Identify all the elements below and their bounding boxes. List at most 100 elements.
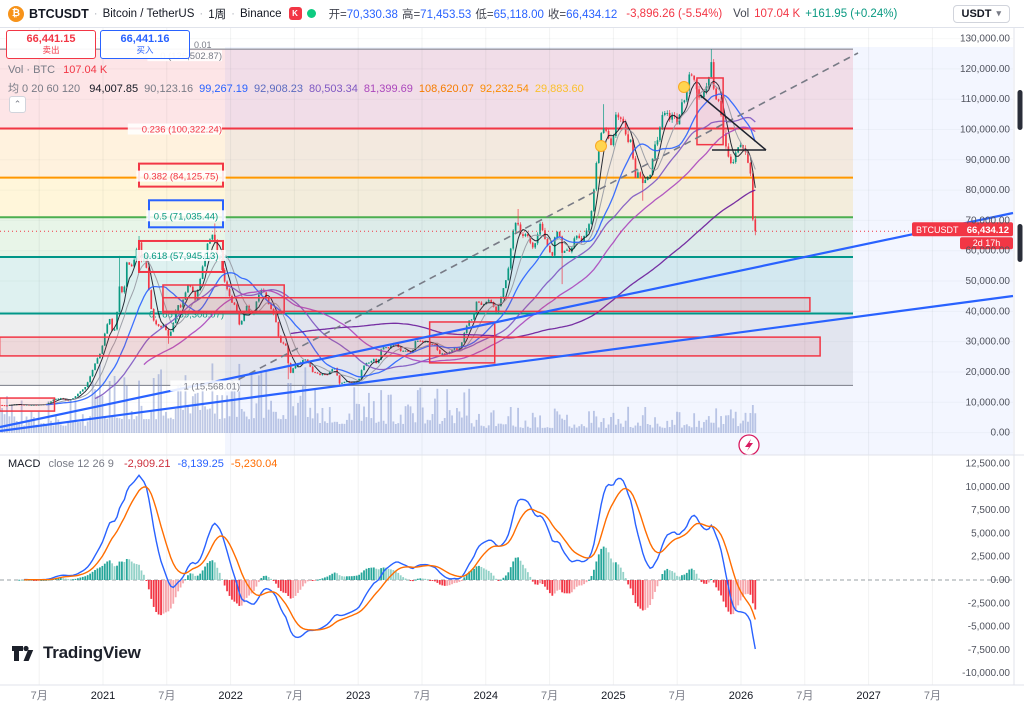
spread-value: 0.01	[194, 40, 212, 50]
collapse-glyph: ⌃	[13, 99, 22, 109]
ma-value: 90,123.16	[144, 83, 194, 95]
macd-values: -2,909.21 -8,139.25 -5,230.04	[117, 458, 277, 470]
price-zone-box[interactable]	[0, 336, 821, 357]
ma-indicator-row[interactable]: 均 0 20 60 120 94,007.85 90,123.16 99,267.1…	[8, 80, 584, 96]
price-scale-scrollbar[interactable]	[1017, 224, 1023, 262]
ma-value: 29,883.60	[534, 83, 584, 95]
price-zone-box[interactable]	[162, 296, 811, 313]
time-axis-tick: 7月	[413, 690, 430, 702]
ma-line-60	[143, 126, 756, 366]
price-scale-scrollbar[interactable]	[1017, 90, 1023, 130]
currency-dropdown[interactable]: USDT ▾	[952, 4, 1010, 23]
ma-values: 94,007.85 90,123.16 99,267.19 92,908.23 80,5…	[83, 83, 584, 95]
time-axis-tick: 7月	[31, 690, 48, 702]
sell-price-button[interactable]: 66,441.15 卖出	[6, 30, 96, 59]
ma-value: 99,267.19	[199, 83, 249, 95]
macd-axis-tick: 2,500.00	[971, 552, 1010, 563]
dashed-trend-line[interactable]	[227, 52, 859, 386]
ohlc-value: 70,330.38	[346, 8, 398, 21]
ma-line-120	[290, 189, 756, 339]
highlight-overlay[interactable]	[225, 47, 1013, 455]
lightning-button[interactable]	[738, 434, 760, 456]
time-axis-tick: 7月	[924, 690, 941, 702]
volume-indicator-row[interactable]: Vol · BTC 107.04 K	[8, 64, 107, 76]
price-axis-tick: 50,000.00	[966, 276, 1011, 287]
fib-label: 0 (126,502.87)	[160, 51, 222, 62]
ohlc-readout: 开=70,330.38 高=71,453.53 低=65,118.00 收=66,43…	[325, 6, 618, 22]
volume-value: 107.04 K	[754, 7, 801, 20]
support-trend-line-2[interactable]	[0, 294, 1014, 433]
interval-button[interactable]: 1周	[208, 8, 227, 21]
macd-axis-tick: 5,000.00	[971, 528, 1010, 539]
price-zone-box[interactable]	[162, 284, 285, 314]
market-status-icon	[306, 9, 316, 18]
time-axis-tick: 2024	[474, 690, 498, 702]
ma-line-20	[46, 93, 756, 406]
emoji-marker[interactable]	[678, 81, 690, 93]
ma-line-40	[94, 116, 756, 400]
macd-axis-tick: 0.00	[991, 575, 1011, 586]
ohlc-value: 66,434.12	[566, 8, 618, 21]
collapse-pane-button[interactable]: ⌃	[9, 96, 26, 113]
current-price: BTCUSDT 66,434.12 2d 17h	[0, 222, 1013, 250]
time-axis-tick: 2027	[856, 690, 880, 702]
macd-pane	[0, 474, 1013, 650]
macd-axis-tick: 10,000.00	[966, 482, 1011, 493]
chart-canvas[interactable]: 0.786 (39,308.07)0 (126,502.87)0.236 (10…	[0, 28, 1024, 707]
macd-signal-line	[24, 486, 756, 631]
drawing-annotations[interactable]	[0, 52, 1014, 456]
price-axis-tick: 80,000.00	[966, 185, 1011, 196]
quote-panel: 66,441.15 卖出 66,441.16 买入 0.01	[6, 30, 212, 59]
macd-line	[24, 474, 756, 650]
time-axis-tick: 2025	[601, 690, 625, 702]
volume-bars	[0, 363, 757, 433]
price-axis-tick: 100,000.00	[960, 125, 1010, 136]
price-zone-box[interactable]	[0, 397, 56, 412]
fib-bands	[0, 49, 853, 386]
macd-axis-tick: -10,000.00	[962, 668, 1010, 679]
ohlc-label: 开=	[328, 8, 347, 21]
ma-value: 81,399.69	[363, 83, 413, 95]
macd-histogram	[18, 546, 757, 616]
time-axis-tick: 2026	[729, 690, 753, 702]
price-axis-tick: 30,000.00	[966, 337, 1011, 348]
candle-style-icon[interactable]: K	[288, 7, 302, 20]
buy-price-button[interactable]: 66,441.16 买入	[100, 30, 190, 59]
price-axis-tick: 120,000.00	[960, 64, 1010, 75]
macd-value: -5,230.04	[230, 458, 278, 470]
ohlc-label: 高=	[401, 8, 421, 21]
fib-label: 0.382 (84,125.75)	[143, 172, 218, 183]
price-axis-tick: 40,000.00	[966, 306, 1011, 317]
chart-toolbar: ₿ BTCUSDT · Bitcoin / TetherUS · 1周 · Bi…	[0, 0, 1024, 28]
emoji-marker[interactable]	[595, 140, 607, 152]
separator-dot: ·	[231, 7, 235, 20]
ma-value: 108,620.07	[418, 83, 474, 95]
macd-value: -8,139.25	[177, 458, 224, 470]
ohlc-label: 收=	[547, 8, 567, 21]
time-axis-tick: 2023	[346, 690, 370, 702]
time-axis-tick: 7月	[541, 690, 558, 702]
breakdown-line-1[interactable]	[699, 94, 767, 151]
ma-value: 92,232.54	[479, 83, 529, 95]
currency-value: USDT	[961, 7, 992, 20]
price-zone-box[interactable]	[428, 321, 496, 364]
price-axis-tick: 110,000.00	[961, 94, 1011, 105]
support-trend-line-1[interactable]	[0, 211, 1014, 429]
ma-value: 92,908.23	[254, 83, 303, 95]
time-axis[interactable]: 7月 2021 7月 2022 7月 2023 7月 2024 7月 2025 7月 2026 7月 20…	[31, 690, 941, 702]
ma-value: 80,503.34	[308, 83, 358, 95]
buy-label: 买入	[136, 44, 154, 55]
fib-label: 0.618 (57,945.13)	[143, 251, 218, 262]
macd-indicator-row[interactable]: MACD close 12 26 9 -2,909.21 -8,139.25 -5,…	[8, 458, 277, 470]
symbol-name-button[interactable]: BTCUSDT	[29, 6, 89, 21]
volume-indicator-label: Vol · BTC	[8, 64, 56, 76]
macd-value: -2,909.21	[123, 458, 171, 470]
buy-price: 66,441.16	[120, 33, 170, 46]
macd-axis-tick: -7,500.00	[968, 645, 1011, 656]
tradingview-logo[interactable]: TradingView	[10, 640, 141, 666]
price-axis[interactable]: 130,000.00 120,000.00 110,000.00 100,000.00…	[960, 34, 1023, 680]
ma-value: 94,007.85	[89, 83, 139, 95]
fib-label: 0.5 (71,035.44)	[154, 211, 218, 222]
fib-band	[0, 177, 853, 218]
